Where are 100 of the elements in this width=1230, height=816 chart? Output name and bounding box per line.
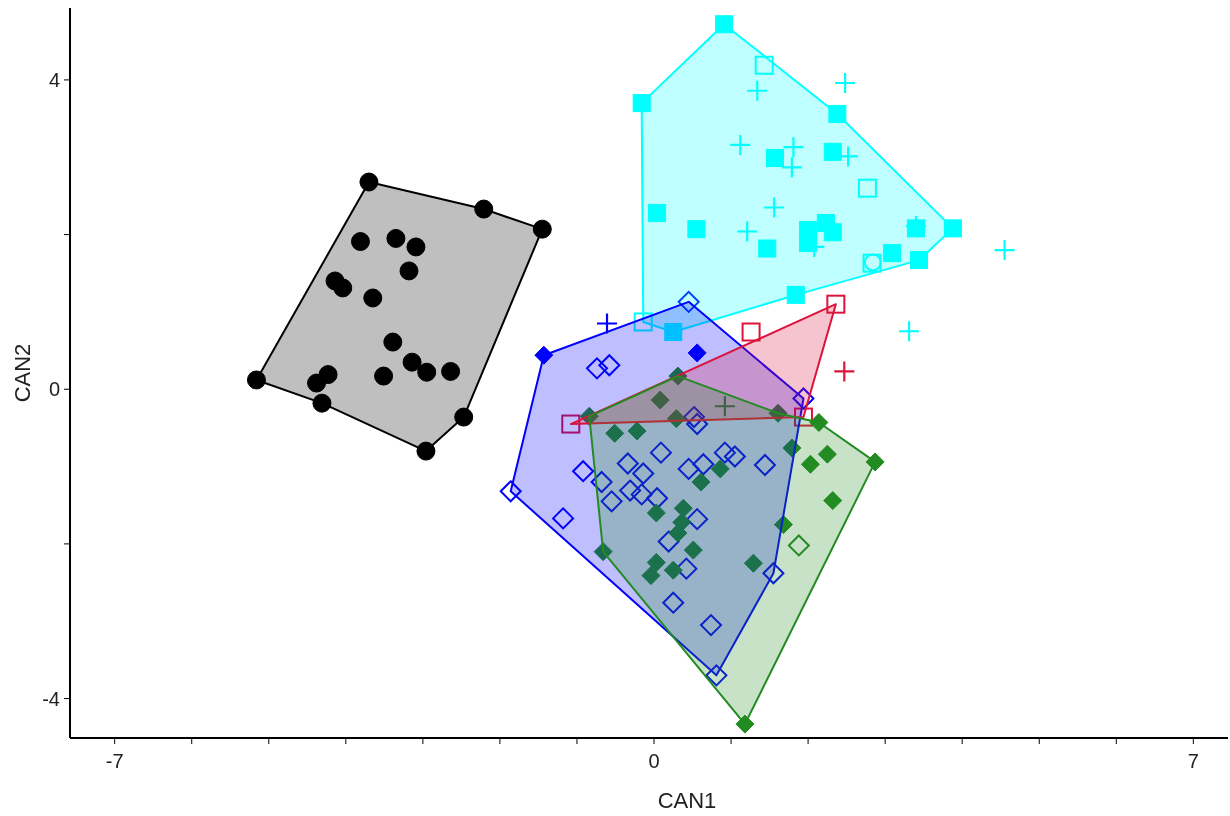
point	[374, 366, 394, 386]
point	[633, 312, 653, 332]
point	[710, 459, 730, 479]
point	[627, 421, 647, 441]
point	[664, 323, 683, 342]
point	[741, 322, 761, 342]
point	[687, 343, 707, 363]
point	[585, 357, 608, 380]
point	[743, 553, 763, 573]
point	[666, 409, 686, 429]
point	[662, 591, 685, 614]
point	[454, 407, 474, 427]
point	[793, 407, 813, 427]
point	[416, 441, 436, 461]
point	[600, 490, 623, 513]
point	[809, 412, 829, 432]
point	[786, 285, 805, 304]
y-tick-label: 0	[48, 378, 60, 401]
point	[753, 454, 776, 477]
point	[399, 261, 419, 281]
point	[686, 508, 709, 531]
point	[787, 534, 810, 557]
x-tick-label: -7	[105, 750, 124, 772]
point	[783, 137, 804, 158]
point	[333, 278, 353, 298]
point	[657, 530, 680, 553]
point	[994, 240, 1015, 261]
point	[943, 219, 962, 238]
point	[835, 73, 856, 94]
point	[646, 503, 666, 523]
point	[593, 542, 613, 562]
point	[782, 438, 802, 458]
point	[534, 345, 554, 365]
point	[691, 472, 711, 492]
point	[312, 393, 332, 413]
point	[363, 288, 383, 308]
point	[598, 354, 621, 377]
point	[561, 414, 581, 434]
point	[677, 290, 700, 313]
point	[800, 454, 820, 474]
point	[823, 223, 842, 242]
point	[532, 219, 552, 239]
y-tick-label: 4	[48, 68, 60, 91]
point	[605, 423, 625, 443]
point	[383, 332, 403, 352]
point	[350, 232, 370, 252]
point	[828, 104, 847, 123]
point	[641, 566, 661, 586]
point	[737, 221, 758, 242]
x-axis-title: CAN1	[657, 788, 717, 813]
point	[307, 373, 327, 393]
point	[865, 452, 885, 472]
point	[683, 540, 703, 560]
point	[762, 562, 785, 585]
point	[630, 483, 653, 506]
point	[715, 15, 734, 34]
point	[552, 507, 575, 530]
point	[817, 444, 837, 464]
point	[441, 361, 461, 381]
point	[619, 479, 642, 502]
x-tick-label: 0	[648, 750, 660, 772]
point	[677, 457, 700, 480]
point	[663, 560, 683, 580]
point	[417, 362, 437, 382]
point	[910, 251, 929, 270]
point	[768, 403, 788, 423]
point	[649, 441, 672, 464]
y-axis-title: CAN2	[10, 343, 35, 403]
point	[899, 321, 920, 342]
point	[838, 146, 859, 167]
point	[692, 453, 715, 476]
point	[730, 134, 751, 155]
point	[747, 80, 768, 101]
point	[792, 387, 815, 410]
point	[714, 396, 735, 417]
point	[632, 94, 651, 113]
point	[883, 244, 902, 263]
point	[686, 413, 709, 436]
point	[668, 366, 688, 386]
point	[754, 55, 774, 75]
point	[823, 142, 842, 161]
point	[857, 178, 877, 198]
point	[723, 445, 746, 468]
point	[648, 203, 667, 222]
point	[386, 228, 406, 248]
point	[616, 452, 639, 475]
point	[590, 471, 613, 494]
point	[474, 199, 494, 219]
point	[834, 361, 855, 382]
x-tick-label: 7	[1187, 750, 1199, 772]
point	[683, 406, 706, 429]
point	[673, 498, 693, 518]
y-tick-label: -4	[42, 687, 60, 710]
point	[668, 523, 688, 543]
point	[705, 664, 728, 687]
point	[632, 462, 655, 485]
point	[646, 552, 666, 572]
point	[823, 491, 843, 511]
point	[359, 172, 379, 192]
point	[773, 515, 793, 535]
